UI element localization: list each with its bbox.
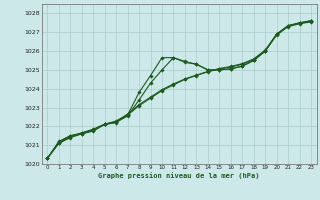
X-axis label: Graphe pression niveau de la mer (hPa): Graphe pression niveau de la mer (hPa) bbox=[99, 172, 260, 179]
